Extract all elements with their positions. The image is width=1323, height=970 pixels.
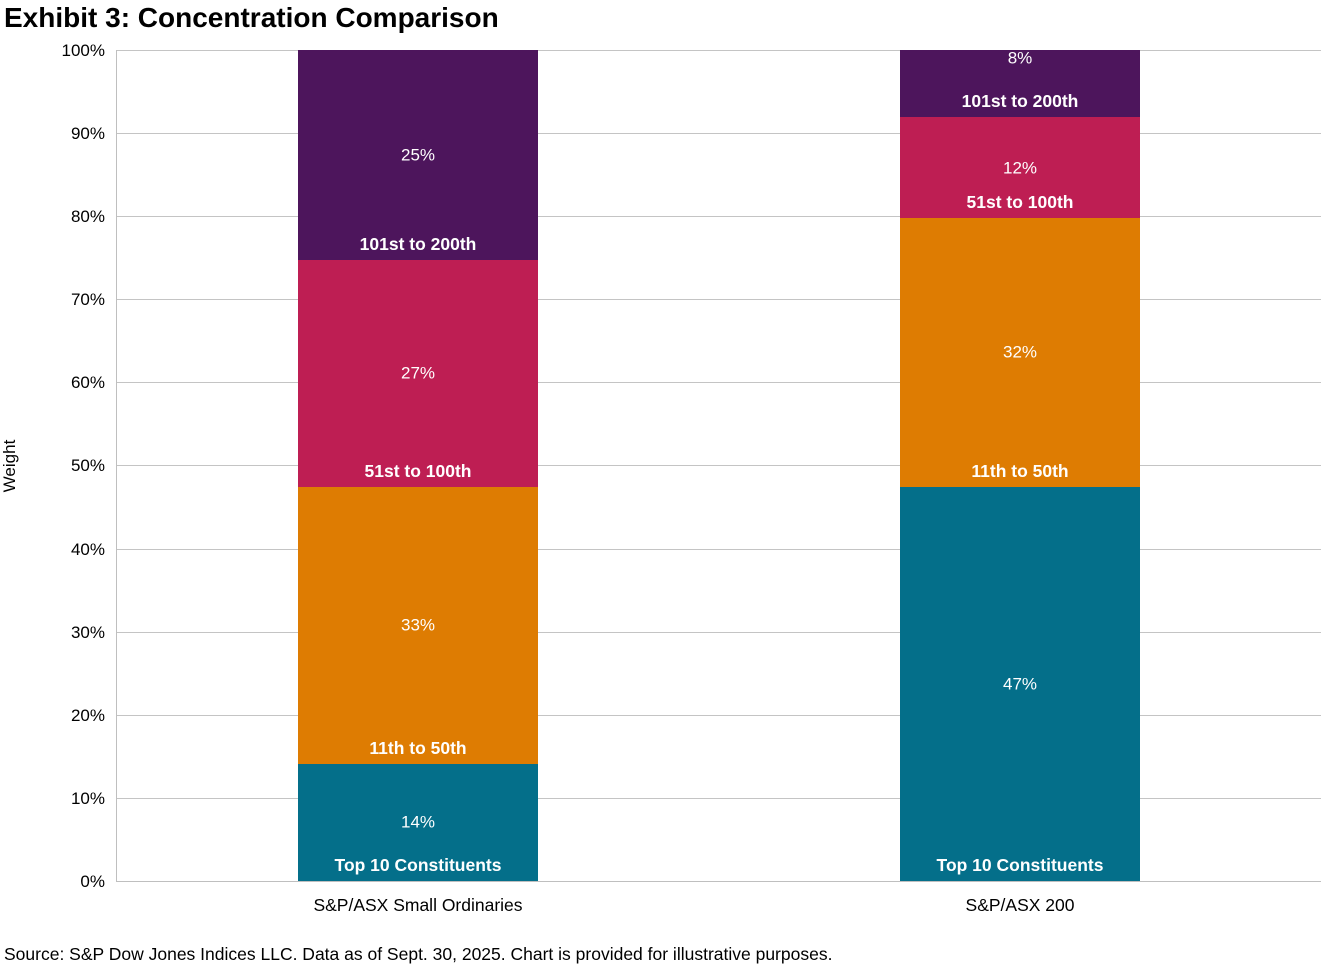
plot-area: 14% Top 10 Constituents 33% 11th to 50th 27%… [117,48,1321,882]
segment-name-label: Top 10 Constituents [334,855,502,875]
bar-segment: 25% 101st to 200th [298,50,538,260]
source-note: Source: S&P Dow Jones Indices LLC. Data … [4,944,833,964]
segment-value-label: 47% [1002,674,1038,694]
segment-value-label: 14% [400,812,436,832]
bar-segment: 27% 51st to 100th [298,259,538,487]
y-tick-label: 100% [61,41,105,60]
y-tick-label: 80% [70,207,105,226]
chart-title: Exhibit 3: Concentration Comparison [4,2,499,33]
segment-name-label: 101st to 200th [359,233,477,254]
segment-value-label: 25% [400,145,436,165]
bar-segment: 32% 11th to 50th [900,217,1140,487]
gridline [117,549,1321,550]
y-tick-label: 90% [70,124,105,143]
bar-segment: 12% 51st to 100th [900,117,1140,218]
segment-name-label: 51st to 100th [364,460,472,481]
segment-value-label: 27% [400,363,436,383]
y-tick-label: 30% [70,623,105,642]
gridline [117,216,1321,217]
bar-segment: 14% Top 10 Constituents [298,763,538,881]
gridline [117,632,1321,633]
segment-name-label: 51st to 100th [966,191,1074,212]
gridline [117,133,1321,134]
gridline [117,50,1321,51]
y-tick-label: 40% [70,540,105,559]
bar-segment: 33% 11th to 50th [298,486,538,764]
gridline [117,798,1321,799]
segment-name-label: 11th to 50th [369,737,467,758]
bar-segment: 47% Top 10 Constituents [900,486,1140,881]
y-axis-line [116,50,117,882]
gridline [117,465,1321,466]
y-tick-label: 50% [70,456,105,475]
segment-value-label: 8% [1007,48,1033,68]
x-axis-line [117,881,1321,882]
segment-value-label: 12% [1002,158,1038,178]
gridline [117,715,1321,716]
gridline [117,382,1321,383]
y-tick-label: 10% [70,789,105,808]
category-label: S&P/ASX Small Ordinaries [313,895,523,915]
segment-value-label: 32% [1002,342,1038,362]
y-tick-label: 0% [80,872,105,891]
segment-value-label: 33% [400,615,436,635]
bar-2: 47% Top 10 Constituents 32% 11th to 50th 12%… [900,48,1140,881]
segment-name-label: 11th to 50th [971,460,1069,481]
segment-name-label: Top 10 Constituents [936,855,1104,875]
y-tick-label: 60% [70,373,105,392]
bar-segment: 8% 101st to 200th [900,48,1140,118]
bar-1: 14% Top 10 Constituents 33% 11th to 50th 27%… [298,50,538,881]
y-tick-label: 70% [70,290,105,309]
gridline [117,299,1321,300]
category-label: S&P/ASX 200 [965,895,1075,915]
y-tick-label: 20% [70,706,105,725]
segment-name-label: 101st to 200th [961,91,1079,112]
